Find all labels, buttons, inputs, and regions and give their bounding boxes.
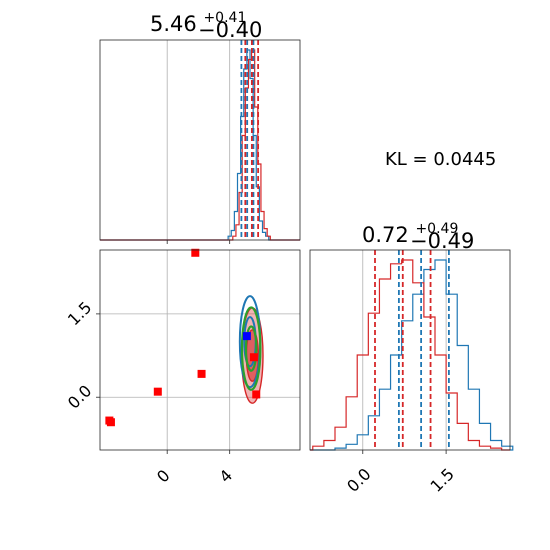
hist-series-b <box>310 259 510 451</box>
marginal-panel-param2 <box>309 249 514 451</box>
param1-title-median: 5.46 <box>150 12 197 36</box>
hist-series-a <box>100 49 300 241</box>
extra-point-marker <box>249 353 258 362</box>
contour-line-fit <box>240 306 262 391</box>
x-tick-label-joint: 0 <box>153 466 174 487</box>
param2-title-median: 0.72 <box>362 223 409 247</box>
hist-series-a <box>310 259 514 451</box>
x-tick-label-joint: 4 <box>215 466 236 487</box>
x-tick-label-param2: 1.5 <box>427 464 458 495</box>
extra-point-marker <box>106 418 115 427</box>
extra-point-marker <box>252 390 261 399</box>
extra-point-marker <box>197 369 206 378</box>
joint-panel <box>99 248 301 451</box>
y-tick-label-joint: 0.0 <box>64 381 95 412</box>
param1-title-minus: −0.40 <box>198 18 262 42</box>
kl-annotation: KL = 0.0445 <box>385 149 496 170</box>
hist-series-b <box>100 49 300 241</box>
marginal-panel-param1 <box>99 39 301 241</box>
y-tick-label-joint: 1.5 <box>64 298 95 329</box>
truth-point-marker <box>242 332 251 341</box>
extra-point-marker <box>191 248 200 257</box>
param2-title: 0.72 +0.49 <box>362 221 458 247</box>
param2-title-minus: −0.49 <box>410 229 474 253</box>
contour-line-fit <box>244 325 258 372</box>
param2-title-plus: +0.49 <box>415 221 458 237</box>
extra-point-marker <box>153 387 162 396</box>
x-tick-label-param2: 0.0 <box>343 464 374 495</box>
param1-title-plus: +0.41 <box>203 10 246 26</box>
param1-title: 5.46 +0.41 <box>150 10 246 36</box>
